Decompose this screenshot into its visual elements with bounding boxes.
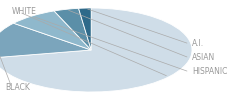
Wedge shape (78, 8, 91, 50)
Text: WHITE: WHITE (12, 8, 37, 16)
Wedge shape (0, 8, 192, 92)
Wedge shape (0, 23, 91, 58)
Text: ASIAN: ASIAN (192, 54, 215, 62)
Wedge shape (54, 8, 91, 50)
Text: BLACK: BLACK (5, 84, 30, 92)
Text: A.I.: A.I. (192, 40, 204, 48)
Text: HISPANIC: HISPANIC (192, 68, 227, 76)
Wedge shape (13, 11, 91, 50)
